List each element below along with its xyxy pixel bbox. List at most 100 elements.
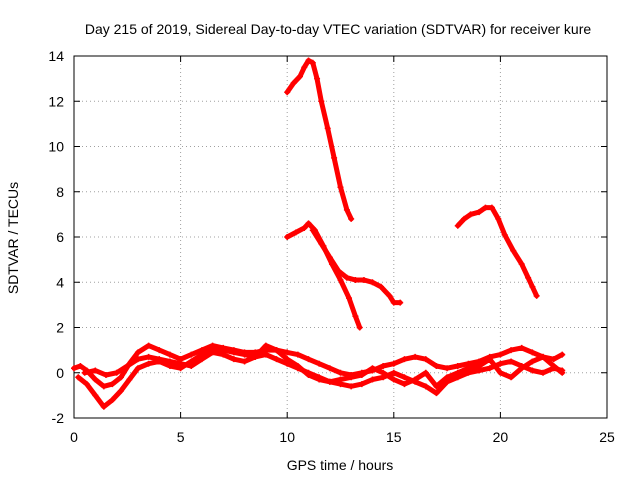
data-point <box>71 365 77 372</box>
data-point <box>559 369 566 376</box>
data-point <box>188 351 195 358</box>
data-point <box>273 347 280 354</box>
data-point <box>390 376 397 383</box>
data-point <box>390 299 397 306</box>
data-point <box>145 353 152 360</box>
x-tick-label: 0 <box>70 429 78 445</box>
data-point <box>318 240 325 247</box>
series-track-a <box>284 57 355 222</box>
data-point <box>314 75 321 82</box>
data-point <box>454 369 461 376</box>
data-point <box>326 378 333 385</box>
data-point <box>518 365 525 372</box>
data-point <box>401 381 408 388</box>
data-point <box>412 376 419 383</box>
data-point <box>369 279 376 286</box>
data-point <box>156 347 163 354</box>
data-point <box>109 396 116 403</box>
data-point <box>501 231 508 238</box>
data-point <box>77 362 84 369</box>
series-line <box>82 343 565 389</box>
data-point <box>454 222 461 229</box>
data-point <box>508 374 515 381</box>
data-point <box>358 372 365 379</box>
data-point <box>145 360 152 367</box>
data-point <box>529 367 536 374</box>
data-point <box>290 80 297 87</box>
data-point <box>380 369 387 376</box>
data-point <box>124 362 131 369</box>
data-point <box>518 261 525 268</box>
x-tick-label: 10 <box>279 429 295 445</box>
data-point <box>252 353 259 360</box>
data-point <box>337 276 344 283</box>
data-point <box>316 376 323 383</box>
data-point <box>358 381 365 388</box>
data-point <box>422 383 429 390</box>
data-point <box>294 351 301 358</box>
data-point <box>352 276 359 283</box>
data-point <box>540 369 547 376</box>
data-point <box>508 358 515 365</box>
data-point <box>284 356 291 363</box>
data-point <box>433 362 440 369</box>
tick-layer: 0 5 10 15 20 25 -2 0 2 4 6 8 10 12 14 <box>48 48 615 445</box>
data-point <box>134 365 141 372</box>
data-point <box>510 247 517 254</box>
data-point <box>476 362 483 369</box>
data-point <box>296 73 303 80</box>
y-tick-label: 8 <box>56 184 64 200</box>
data-point <box>126 376 133 383</box>
data-point <box>529 283 536 290</box>
data-point <box>309 227 316 234</box>
data-point <box>100 403 107 410</box>
data-point <box>348 383 355 390</box>
data-point <box>390 360 397 367</box>
data-point <box>369 365 376 372</box>
data-point <box>294 362 301 369</box>
series-track-c <box>309 227 404 306</box>
y-tick-label: -2 <box>52 410 65 426</box>
data-point <box>343 274 350 281</box>
data-point <box>422 369 429 376</box>
data-point <box>220 351 227 358</box>
y-tick-label: 12 <box>48 93 64 109</box>
data-point <box>482 204 489 211</box>
y-axis-label: SDTVAR / TECUs <box>5 182 21 294</box>
data-point <box>113 369 120 376</box>
data-point <box>348 215 355 222</box>
x-tick-label: 5 <box>177 429 185 445</box>
data-point <box>145 342 152 349</box>
data-point <box>230 356 237 363</box>
data-point <box>305 57 312 64</box>
data-point <box>166 358 173 365</box>
data-point <box>518 344 525 351</box>
data-point <box>508 347 515 354</box>
data-point <box>134 356 141 363</box>
data-point <box>433 390 440 397</box>
data-point <box>292 229 299 236</box>
data-point <box>476 209 483 216</box>
data-point <box>401 356 408 363</box>
data-point <box>465 365 472 372</box>
x-tick-label: 15 <box>386 429 402 445</box>
data-point <box>495 215 502 222</box>
data-point <box>301 64 308 71</box>
y-tick-label: 4 <box>56 274 64 290</box>
data-point <box>337 376 344 383</box>
data-point <box>346 295 353 302</box>
data-point <box>156 356 163 363</box>
y-tick-label: 0 <box>56 365 64 381</box>
data-point <box>262 342 269 349</box>
y-tick-label: 10 <box>48 139 64 155</box>
data-point <box>117 387 124 394</box>
data-point <box>467 211 474 218</box>
data-point <box>337 184 344 191</box>
series-line <box>310 227 403 306</box>
data-point <box>305 220 312 227</box>
data-point <box>75 374 82 381</box>
x-axis-label: GPS time / hours <box>287 457 394 473</box>
series-layer <box>71 57 566 410</box>
data-point <box>390 369 397 376</box>
data-point <box>352 313 359 320</box>
